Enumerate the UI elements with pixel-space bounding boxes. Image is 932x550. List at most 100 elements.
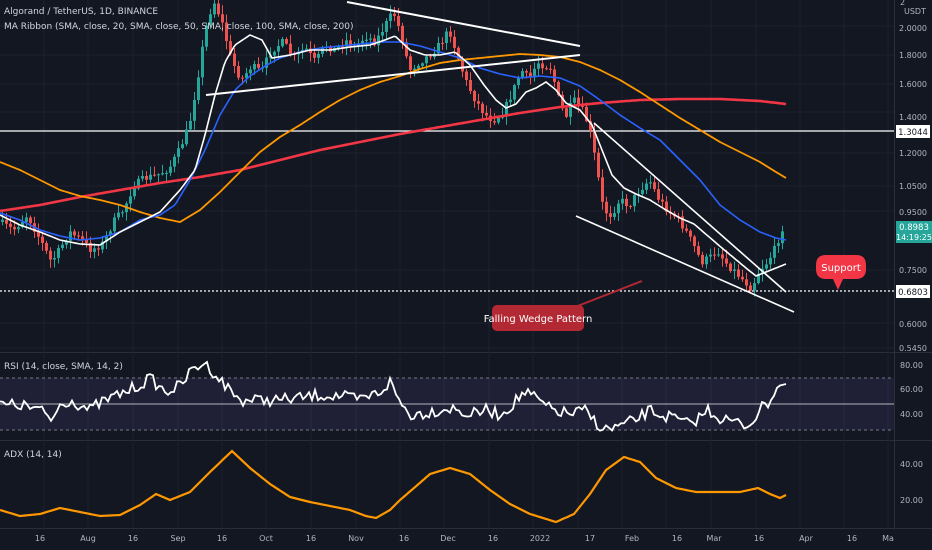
candle-body <box>281 39 284 47</box>
candle-body <box>569 102 572 117</box>
candle-body <box>25 217 28 222</box>
falling-wedge-label-box[interactable] <box>492 305 584 331</box>
candle-body <box>693 236 696 247</box>
candle-body <box>265 57 268 68</box>
candle-body <box>737 269 740 277</box>
candle-body <box>149 174 152 180</box>
candle-body <box>521 71 524 78</box>
candle-body <box>657 189 660 200</box>
candle-body <box>417 65 420 69</box>
candle-body <box>565 108 568 117</box>
candle-body <box>705 256 708 265</box>
candle-body <box>317 53 320 58</box>
candle-body <box>729 263 732 271</box>
ma-100-line <box>0 53 787 223</box>
candle-body <box>181 144 184 149</box>
falling-wedge-label: Falling Wedge Pattern <box>484 314 593 325</box>
candle-body <box>745 279 748 286</box>
candle-body <box>757 273 760 284</box>
rsi-axis[interactable]: 80.00 60.00 40.00 <box>900 361 923 419</box>
price-tick: 0.5450 <box>899 344 927 353</box>
candle-body <box>725 258 728 264</box>
adx-legend: ADX (14, 14) <box>4 450 62 460</box>
candle-body <box>45 243 48 251</box>
candle-body <box>241 77 244 79</box>
candle-body <box>553 69 556 82</box>
currency-label: USDT <box>904 7 926 16</box>
candle-body <box>397 16 400 26</box>
candle-body <box>425 56 428 64</box>
trendline-lower <box>205 54 581 96</box>
candle-body <box>453 36 456 48</box>
candle-body <box>653 182 656 190</box>
price-axis[interactable]: 2 USDT 2.0000 1.8000 1.6000 1.4000 1.2000 1.0… <box>899 0 927 353</box>
candle-body <box>157 174 160 176</box>
candle-body <box>85 239 88 243</box>
candle-body <box>593 130 596 153</box>
candle-body <box>585 106 588 122</box>
candle-body <box>697 246 700 255</box>
candle-body <box>253 64 256 70</box>
candle-body <box>121 212 124 214</box>
rsi-tick: 80.00 <box>900 361 923 370</box>
candle-body <box>445 31 448 43</box>
candle-body <box>777 243 780 246</box>
grid <box>0 0 894 528</box>
candle-body <box>133 188 136 197</box>
candle-body <box>113 217 116 232</box>
current-price-tag <box>896 221 932 243</box>
candle-body <box>141 176 144 179</box>
candle-body <box>421 63 424 66</box>
candle-body <box>29 217 32 224</box>
pattern-pointer <box>574 280 643 308</box>
candle-body <box>137 178 140 189</box>
candle-body <box>589 121 592 131</box>
price-tick: 2.0000 <box>899 24 927 33</box>
adx-axis[interactable]: 40.00 20.00 <box>900 460 923 505</box>
candle-body <box>561 94 564 109</box>
time-tick: Mar <box>706 534 722 543</box>
candle-body <box>369 38 372 40</box>
candle-body <box>145 176 148 180</box>
candle-body <box>69 231 72 241</box>
candle-body <box>305 48 308 50</box>
candle-body <box>377 35 380 46</box>
price-tick: 0.9500 <box>899 208 927 217</box>
candle-body <box>577 97 580 106</box>
candle-body <box>617 203 620 214</box>
candle-body <box>21 222 24 228</box>
candle-body <box>461 58 464 72</box>
candle-body <box>509 99 512 103</box>
candle-body <box>597 152 600 178</box>
candle-body <box>345 40 348 47</box>
time-axis[interactable]: 16 Aug 16 Sep 16 Oct 16 Nov 16 Dec 16 2022 17 Feb 16 Ma… <box>35 534 894 543</box>
candle-body <box>709 254 712 257</box>
candle-body <box>17 227 20 230</box>
adx-tick: 20.00 <box>900 496 923 505</box>
candle-body <box>237 66 240 78</box>
time-tick: Feb <box>625 534 639 543</box>
candle-body <box>649 182 652 184</box>
time-tick: 16 <box>35 534 45 543</box>
candle-body <box>229 41 232 54</box>
candle-body <box>405 42 408 57</box>
support-label-box[interactable] <box>816 255 866 290</box>
candle-body <box>661 199 664 202</box>
candle-body <box>537 63 540 69</box>
price-tick: 1.4000 <box>899 113 927 122</box>
candle-body <box>169 166 172 173</box>
rsi-line <box>0 360 787 432</box>
price-tick: 1.2000 <box>899 149 927 158</box>
candle-body <box>769 257 772 265</box>
candles <box>1 0 784 297</box>
time-tick: 16 <box>217 534 227 543</box>
candle-body <box>349 40 352 47</box>
candle-body <box>257 64 260 68</box>
candle-body <box>721 254 724 259</box>
candle-body <box>101 241 104 250</box>
candle-body <box>53 258 56 260</box>
candle-body <box>313 52 316 58</box>
candle-body <box>65 240 68 245</box>
candle-body <box>641 189 644 194</box>
